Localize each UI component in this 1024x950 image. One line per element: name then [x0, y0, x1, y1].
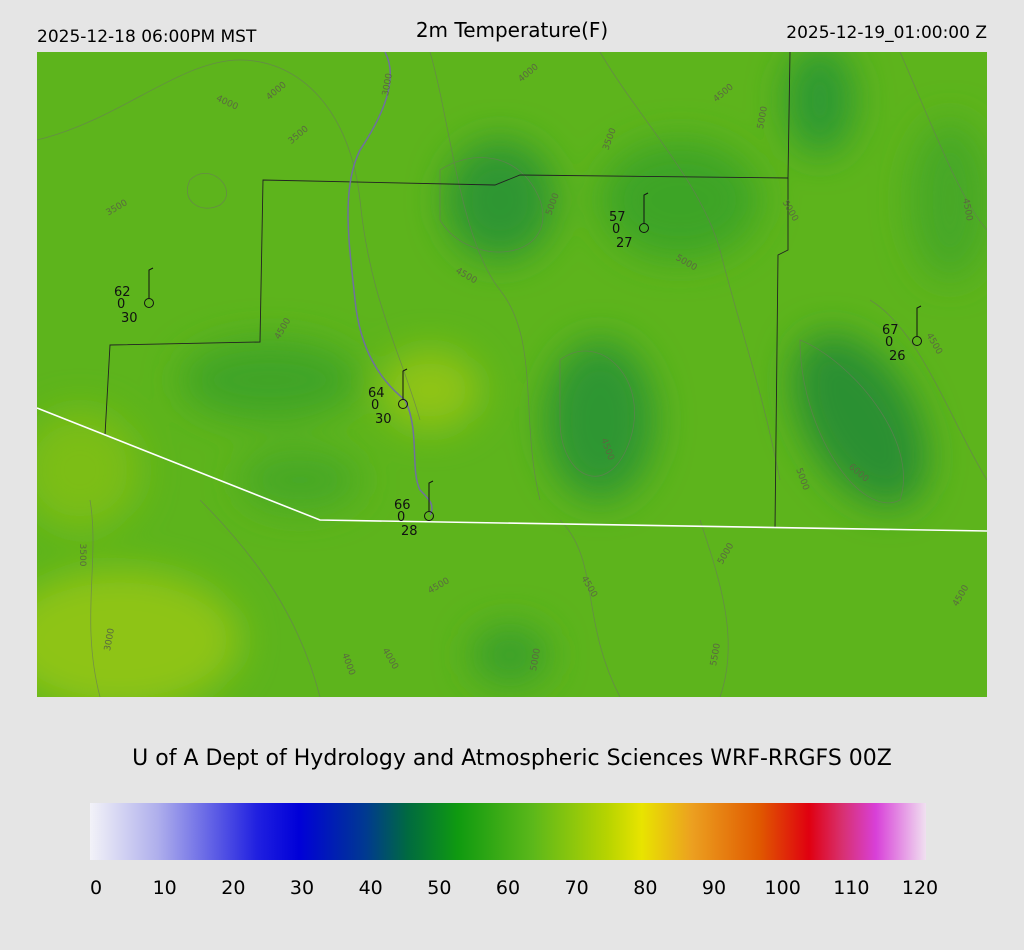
colorbar-tick-label: 50 — [427, 877, 451, 899]
station-marker — [912, 336, 922, 346]
contour-label: 3000 — [103, 627, 117, 652]
station-temperature: 66 — [394, 498, 411, 513]
colorbar-tick-label: 20 — [221, 877, 245, 899]
station-dewpoint: 28 — [401, 524, 418, 539]
station-middle: 0 — [612, 222, 620, 237]
credit: U of A Dept of Hydrology and Atmospheric… — [132, 746, 892, 771]
station-middle: 0 — [371, 398, 379, 413]
colorbar — [90, 803, 926, 860]
valid-utc: 2025-12-19_01:00:00 Z — [786, 23, 987, 43]
station-dewpoint: 26 — [889, 349, 906, 364]
elevation-contours — [37, 52, 987, 697]
contour-label: 4500 — [960, 198, 974, 223]
contour-label: 5000 — [756, 105, 770, 130]
colorbar-tick-label: 110 — [833, 877, 869, 899]
station-temperature: 57 — [609, 210, 626, 225]
river — [347, 52, 433, 516]
colorbar-tick-label: 80 — [633, 877, 657, 899]
station-marker — [144, 298, 154, 308]
colorbar-tick-label: 0 — [90, 877, 102, 899]
map-title: 2m Temperature(F) — [416, 18, 608, 42]
contour-label: 5000 — [529, 647, 543, 672]
colorbar-ticks: 0 10 20 30 40 50 60 70 80 90 100 110 120 — [90, 877, 938, 899]
station-middle: 0 — [885, 335, 893, 350]
state-border — [37, 407, 987, 532]
contour-label: 3000 — [381, 72, 395, 97]
station-middle: 0 — [117, 297, 125, 312]
station-dewpoint: 30 — [121, 311, 138, 326]
station-temperature: 67 — [882, 323, 899, 338]
station-dewpoint: 30 — [375, 412, 392, 427]
wind-barb — [402, 368, 408, 399]
station-middle: 0 — [397, 510, 405, 525]
colorbar-tick-label: 100 — [765, 877, 801, 899]
station-marker — [639, 223, 649, 233]
station-temperature: 62 — [114, 285, 131, 300]
station-temperature: 64 — [368, 386, 385, 401]
colorbar-tick-label: 70 — [565, 877, 589, 899]
contour-label: 3500 — [77, 544, 87, 567]
wind-barb — [428, 480, 434, 511]
contour-label: 5500 — [709, 642, 723, 667]
colorbar-tick-label: 10 — [153, 877, 177, 899]
colorbar-tick-label: 40 — [359, 877, 383, 899]
station-marker — [398, 399, 408, 409]
wind-barb — [916, 305, 922, 336]
wind-barb — [643, 192, 649, 223]
valid-local: 2025-12-18 06:00PM MST — [37, 27, 257, 47]
station-marker — [424, 511, 434, 521]
station-dewpoint: 27 — [616, 236, 633, 251]
wind-barb — [148, 267, 154, 298]
colorbar-tick-label: 120 — [902, 877, 938, 899]
colorbar-tick-label: 90 — [702, 877, 726, 899]
county-boundaries — [104, 52, 791, 529]
colorbar-tick-label: 60 — [496, 877, 520, 899]
colorbar-tick-label: 30 — [290, 877, 314, 899]
